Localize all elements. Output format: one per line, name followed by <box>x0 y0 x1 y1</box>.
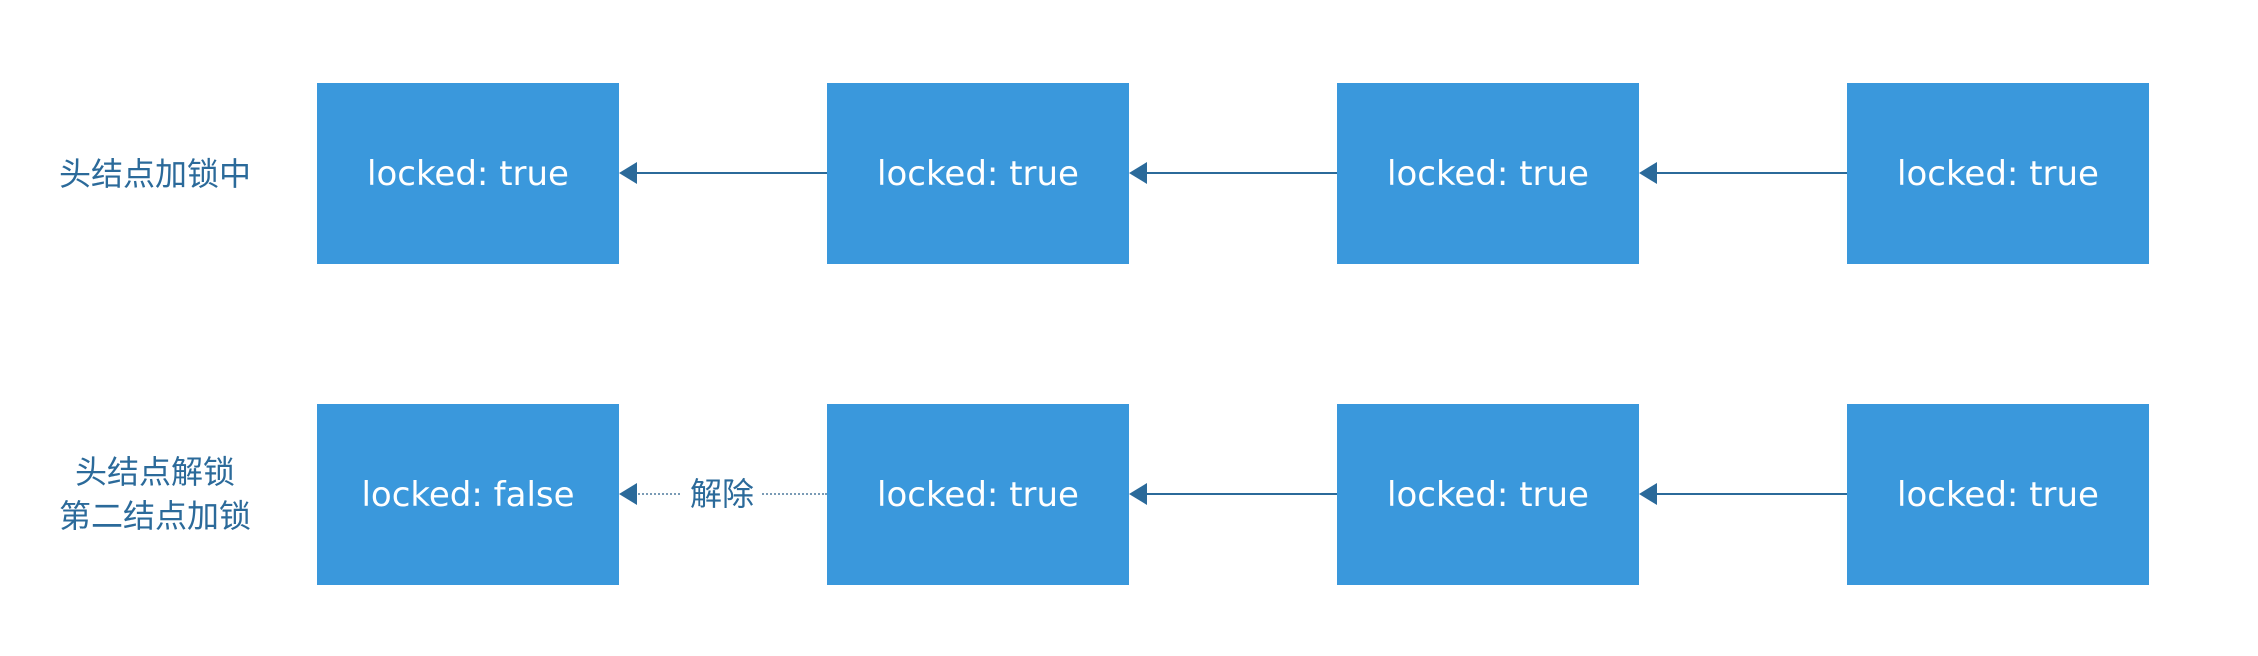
row-2-edge-1-label: 解除 <box>682 474 763 514</box>
row-2-label: 头结点解锁 第二结点加锁 <box>30 450 280 538</box>
row-1-label: 头结点加锁中 <box>30 152 280 196</box>
row-1-node-2: locked: true <box>827 83 1129 264</box>
row-1-label-line-1: 头结点加锁中 <box>58 155 251 193</box>
row-1-edge-1-line <box>635 172 827 174</box>
row-2-node-4: locked: true <box>1847 404 2149 585</box>
row-2-node-2: locked: true <box>827 404 1129 585</box>
row-1-node-3: locked: true <box>1337 83 1639 264</box>
row-1-edge-3-line <box>1655 172 1847 174</box>
row-1-edge-2-arrowhead-icon <box>1129 162 1147 184</box>
row-2-label-line-2: 第二结点加锁 <box>58 497 251 535</box>
row-2-edge-3-arrowhead-icon <box>1639 483 1657 505</box>
row-1-node-4: locked: true <box>1847 83 2149 264</box>
row-2-edge-2-line <box>1145 493 1337 495</box>
row-2-node-1: locked: false <box>317 404 619 585</box>
row-1-node-1: locked: true <box>317 83 619 264</box>
row-2-edge-1-arrowhead-icon <box>619 483 637 505</box>
row-2-edge-3-line <box>1655 493 1847 495</box>
row-2-node-3: locked: true <box>1337 404 1639 585</box>
row-2-label-line-1: 头结点解锁 <box>74 453 235 491</box>
row-2-edge-2-arrowhead-icon <box>1129 483 1147 505</box>
row-1-edge-2-line <box>1145 172 1337 174</box>
row-1-edge-1-arrowhead-icon <box>619 162 637 184</box>
row-1-edge-3-arrowhead-icon <box>1639 162 1657 184</box>
